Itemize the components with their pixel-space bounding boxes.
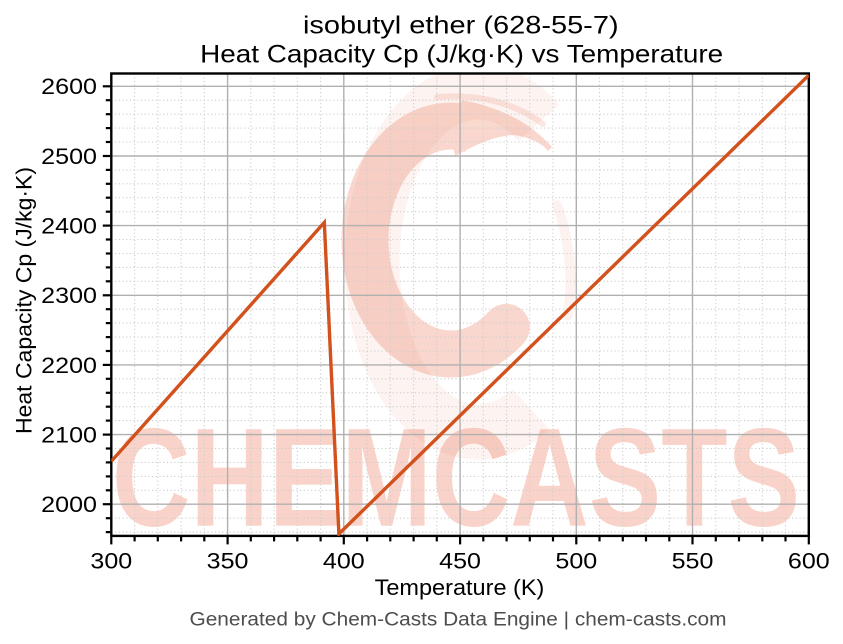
svg-text:300: 300 xyxy=(90,549,132,574)
svg-text:2500: 2500 xyxy=(41,144,97,169)
svg-text:Generated by Chem-Casts Data E: Generated by Chem-Casts Data Engine | ch… xyxy=(190,610,727,631)
svg-text:2200: 2200 xyxy=(41,353,97,378)
svg-text:2600: 2600 xyxy=(41,74,97,99)
svg-text:600: 600 xyxy=(788,549,830,574)
svg-text:isobutyl ether (628-55-7): isobutyl ether (628-55-7) xyxy=(303,12,619,40)
svg-text:2000: 2000 xyxy=(41,492,97,517)
svg-text:Heat Capacity Cp (J/kg·K): Heat Capacity Cp (J/kg·K) xyxy=(12,167,37,434)
svg-text:2300: 2300 xyxy=(41,283,97,308)
svg-text:350: 350 xyxy=(207,549,249,574)
svg-text:Temperature (K): Temperature (K) xyxy=(375,575,545,600)
svg-text:Heat Capacity Cp (J/kg·K) vs T: Heat Capacity Cp (J/kg·K) vs Temperature xyxy=(200,40,723,68)
svg-text:2400: 2400 xyxy=(41,214,97,239)
svg-text:550: 550 xyxy=(672,549,714,574)
svg-text:500: 500 xyxy=(555,549,597,574)
svg-text:400: 400 xyxy=(323,549,365,574)
svg-text:2100: 2100 xyxy=(41,423,97,448)
svg-text:450: 450 xyxy=(439,549,481,574)
